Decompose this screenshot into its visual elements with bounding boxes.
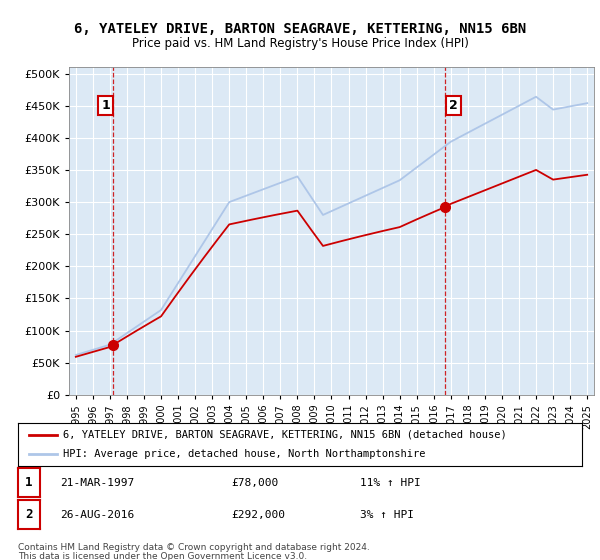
Text: £292,000: £292,000 [231,510,285,520]
Text: 21-MAR-1997: 21-MAR-1997 [60,478,134,488]
Text: £78,000: £78,000 [231,478,278,488]
Text: 6, YATELEY DRIVE, BARTON SEAGRAVE, KETTERING, NN15 6BN (detached house): 6, YATELEY DRIVE, BARTON SEAGRAVE, KETTE… [63,430,507,440]
Text: 26-AUG-2016: 26-AUG-2016 [60,510,134,520]
Text: 3% ↑ HPI: 3% ↑ HPI [360,510,414,520]
Text: 1: 1 [25,476,32,489]
Text: This data is licensed under the Open Government Licence v3.0.: This data is licensed under the Open Gov… [18,552,307,560]
Text: 11% ↑ HPI: 11% ↑ HPI [360,478,421,488]
Text: HPI: Average price, detached house, North Northamptonshire: HPI: Average price, detached house, Nort… [63,450,425,459]
Text: 2: 2 [25,508,32,521]
Text: Price paid vs. HM Land Registry's House Price Index (HPI): Price paid vs. HM Land Registry's House … [131,37,469,50]
Text: 1: 1 [101,99,110,112]
Text: Contains HM Land Registry data © Crown copyright and database right 2024.: Contains HM Land Registry data © Crown c… [18,543,370,552]
Text: 2: 2 [449,99,458,112]
Text: 6, YATELEY DRIVE, BARTON SEAGRAVE, KETTERING, NN15 6BN: 6, YATELEY DRIVE, BARTON SEAGRAVE, KETTE… [74,22,526,36]
